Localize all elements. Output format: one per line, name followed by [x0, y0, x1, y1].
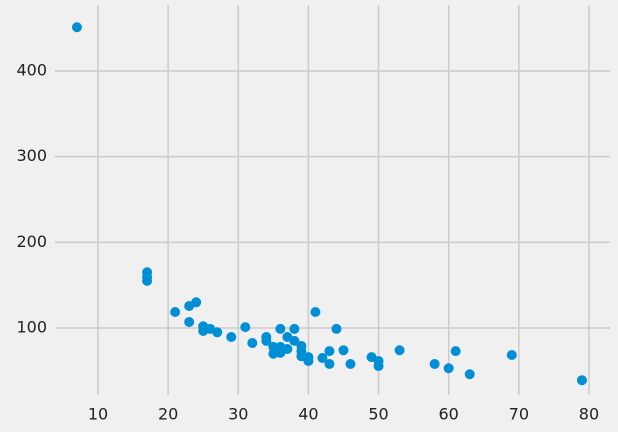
point: [261, 335, 272, 346]
point: [282, 343, 293, 354]
x-tick-label: 80: [579, 405, 599, 424]
x-tick-label: 30: [228, 405, 248, 424]
point: [506, 349, 517, 360]
point: [429, 358, 440, 369]
point: [303, 355, 314, 366]
point: [450, 346, 461, 357]
point: [373, 361, 384, 372]
y-tick-label: 400: [16, 60, 47, 79]
point: [268, 341, 279, 352]
point: [170, 306, 181, 317]
y-tick-label: 300: [16, 146, 47, 165]
point: [212, 327, 223, 338]
point: [338, 345, 349, 356]
point: [289, 323, 300, 334]
point: [240, 322, 251, 333]
y-tick-label: 100: [16, 318, 47, 337]
point: [345, 358, 356, 369]
x-tick-label: 70: [509, 405, 529, 424]
point: [191, 297, 202, 308]
point: [226, 331, 237, 342]
point: [576, 375, 587, 386]
point: [247, 337, 258, 348]
x-tick-label: 40: [298, 405, 318, 424]
point: [184, 317, 195, 328]
point: [464, 369, 475, 380]
point: [142, 275, 153, 286]
point: [275, 323, 286, 334]
point: [331, 323, 342, 334]
point: [289, 335, 300, 346]
point: [71, 22, 82, 33]
point: [394, 345, 405, 356]
x-tick-label: 10: [88, 405, 108, 424]
x-tick-label: 50: [368, 405, 388, 424]
x-tick-label: 60: [439, 405, 459, 424]
point: [324, 358, 335, 369]
y-tick-label: 200: [16, 232, 47, 251]
x-tick-label: 20: [158, 405, 178, 424]
point: [443, 363, 454, 374]
point: [317, 352, 328, 363]
point: [324, 346, 335, 357]
point: [310, 306, 321, 317]
